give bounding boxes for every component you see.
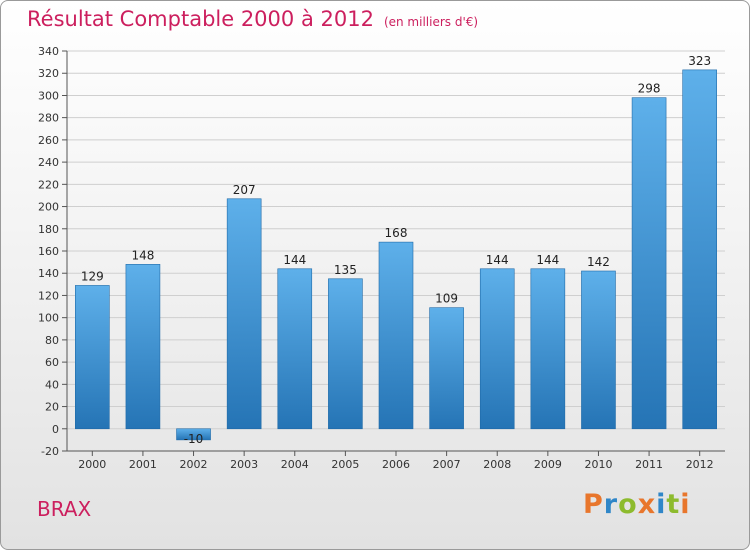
y-tick-label: 180 [38, 223, 59, 236]
data-label-2006: 168 [385, 226, 408, 240]
x-tick-label: 2005 [331, 458, 359, 471]
x-tick-label: 2007 [433, 458, 461, 471]
x-tick-label: 2011 [635, 458, 663, 471]
y-tick-label: 340 [38, 45, 59, 58]
data-label-2002: -10 [184, 432, 204, 446]
bar-2000 [75, 285, 110, 430]
data-label-2007: 109 [435, 292, 458, 306]
y-tick-label: 120 [38, 289, 59, 302]
data-labels: 129 148 -10 207 144 135 168 109 144 144 142 298 323 [81, 54, 711, 446]
bar-2012 [682, 69, 717, 430]
y-tick-label: 20 [45, 401, 59, 414]
bar-2010 [581, 270, 616, 430]
logo-letter: r [603, 489, 619, 520]
x-tick-label: 2010 [584, 458, 612, 471]
y-tick-label: 40 [45, 378, 59, 391]
bar-2006 [378, 241, 414, 430]
y-tick-label: 0 [52, 423, 59, 436]
title-text: Résultat Comptable 2000 à 2012 [27, 7, 374, 31]
chart-subtitle: (en milliers d'€) [383, 15, 479, 29]
y-tick-label: 300 [38, 89, 59, 102]
data-label-2008: 144 [486, 253, 509, 267]
logo-letter: x [637, 489, 657, 520]
bar-2001 [125, 264, 161, 430]
data-label-2004: 144 [283, 253, 306, 267]
axes: -20 0 20 40 60 80 100 120 140 160 180 200 220 240 260 2… [38, 45, 725, 471]
y-tick-label: 260 [38, 134, 59, 147]
x-tick-label: 2002 [180, 458, 208, 471]
bar-2009 [530, 268, 566, 430]
bar-2007 [429, 307, 464, 430]
y-tick-label: -20 [41, 445, 59, 458]
commune-name: BRAX [37, 497, 92, 521]
y-tick-label: 280 [38, 112, 59, 125]
bar-2003 [226, 198, 262, 430]
x-tick-label: 2003 [230, 458, 258, 471]
chart-title: Résultat Comptable 2000 à 2012 (en millie… [27, 7, 478, 31]
bars [75, 69, 717, 441]
x-tick-label: 2009 [534, 458, 562, 471]
bar-2011 [631, 97, 667, 430]
logo-letter: o [618, 489, 638, 520]
data-label-2003: 207 [233, 183, 256, 197]
bar-2004 [277, 268, 313, 430]
bar-2005 [328, 278, 363, 430]
x-tick-label: 2000 [78, 458, 106, 471]
y-tick-label: 160 [38, 245, 59, 258]
data-label-2011: 298 [638, 82, 661, 96]
x-tick-label: 2008 [483, 458, 511, 471]
x-tick-label: 2012 [686, 458, 714, 471]
proxiti-logo[interactable]: Proxiti [583, 489, 691, 520]
y-tick-label: 200 [38, 201, 59, 214]
x-tick-label: 2004 [281, 458, 309, 471]
y-tick-label: 60 [45, 356, 59, 369]
data-label-2001: 148 [131, 248, 154, 262]
bar-2002 [176, 428, 211, 441]
data-label-2012: 323 [688, 54, 711, 68]
y-tick-label: 220 [38, 178, 59, 191]
x-tick-label: 2006 [382, 458, 410, 471]
logo-letter: t [666, 489, 681, 520]
y-tick-label: 80 [45, 334, 59, 347]
data-label-2010: 142 [587, 255, 610, 269]
data-label-2005: 135 [334, 263, 357, 277]
y-tick-label: 140 [38, 267, 59, 280]
y-tick-label: 320 [38, 67, 59, 80]
data-label-2000: 129 [81, 269, 104, 283]
data-label-2009: 144 [536, 253, 559, 267]
logo-letter: i [680, 489, 691, 520]
bar-2008 [479, 268, 515, 430]
logo-letter: i [656, 489, 667, 520]
y-tick-label: 100 [38, 312, 59, 325]
x-tick-label: 2001 [129, 458, 157, 471]
logo-letter: P [583, 489, 604, 520]
y-tick-label: 240 [38, 156, 59, 169]
